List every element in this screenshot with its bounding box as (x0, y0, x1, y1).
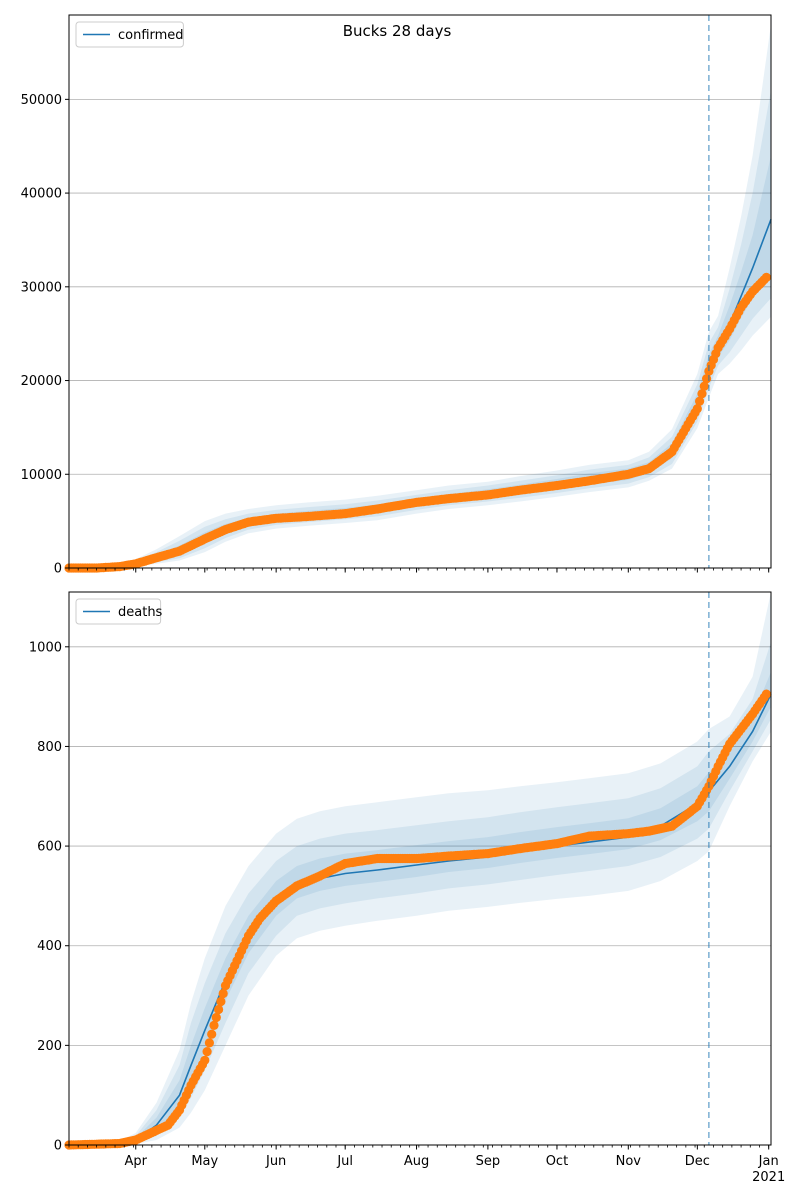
y-tick-label: 40000 (21, 187, 62, 202)
y-tick-label: 400 (37, 939, 62, 954)
prediction-band (69, 90, 771, 568)
confirmed-prediction-bands (69, 24, 771, 568)
legend-box (75, 21, 184, 48)
x-tick-label: Jun (265, 1154, 286, 1169)
chart-title: Bucks 28 days (343, 22, 452, 40)
deaths-y-axis: 0 200 400 600 800 1000 (29, 640, 69, 1154)
x-tick-label: May (191, 1154, 218, 1169)
prediction-band (69, 592, 771, 1145)
observed-point (202, 1047, 212, 1057)
deaths-prediction-bands (69, 592, 771, 1145)
observed-point (207, 1029, 217, 1039)
x-tick-label: Jul (336, 1154, 353, 1169)
observed-point (216, 996, 226, 1007)
y-tick-label: 20000 (21, 374, 62, 389)
observed-point (204, 1038, 214, 1048)
deaths-axes-frame (68, 591, 772, 1146)
prediction-band (69, 24, 771, 568)
x-tick-label: Nov (616, 1154, 642, 1169)
confirmed-panel: 0 10000 20000 30000 40000 50000 confirmed (21, 14, 772, 577)
legend-box (75, 598, 162, 625)
confirmed-legend: confirmed (75, 21, 184, 48)
observed-point (211, 1012, 221, 1023)
observed-point (699, 381, 709, 391)
confirmed-axes-frame (68, 14, 772, 569)
x-tick-label: Aug (404, 1154, 429, 1169)
x-tick-label: Apr (124, 1154, 147, 1169)
deaths-legend: deaths (75, 598, 163, 625)
observed-point (200, 1055, 210, 1065)
observed-point (761, 272, 772, 282)
y-tick-label: 0 (54, 562, 62, 577)
confirmed-observed-points (64, 272, 772, 573)
y-tick-label: 200 (37, 1039, 62, 1054)
observed-point (692, 404, 702, 414)
observed-point (761, 689, 772, 699)
legend-entry-confirmed: confirmed (118, 28, 184, 43)
confirmed-y-axis: 0 10000 20000 30000 40000 50000 (21, 93, 69, 577)
y-tick-label: 0 (54, 1139, 62, 1154)
x-tick-label: Dec (685, 1154, 710, 1169)
observed-point (695, 396, 705, 406)
y-tick-label: 50000 (21, 93, 62, 108)
y-tick-label: 10000 (21, 468, 62, 483)
y-tick-label: 1000 (29, 640, 62, 655)
y-tick-label: 600 (37, 840, 62, 855)
observed-point (697, 389, 707, 399)
confirmed-x-axis (68, 568, 770, 573)
deaths-panel: 0 200 400 600 800 1000 Apr May Jun Jul Aug Sep Oct N… (29, 591, 785, 1185)
x-tick-label: Jan (758, 1154, 779, 1169)
observed-point (209, 1020, 219, 1030)
x-tick-label: Oct (546, 1154, 568, 1169)
confirmed-fit-line (68, 219, 772, 569)
y-tick-label: 30000 (21, 280, 62, 295)
legend-entry-deaths: deaths (118, 605, 163, 620)
x-tick-year-label: 2021 (752, 1170, 785, 1185)
observed-point (214, 1004, 224, 1015)
y-tick-label: 800 (37, 740, 62, 755)
x-tick-label: Sep (476, 1154, 501, 1169)
observed-point (218, 988, 228, 999)
